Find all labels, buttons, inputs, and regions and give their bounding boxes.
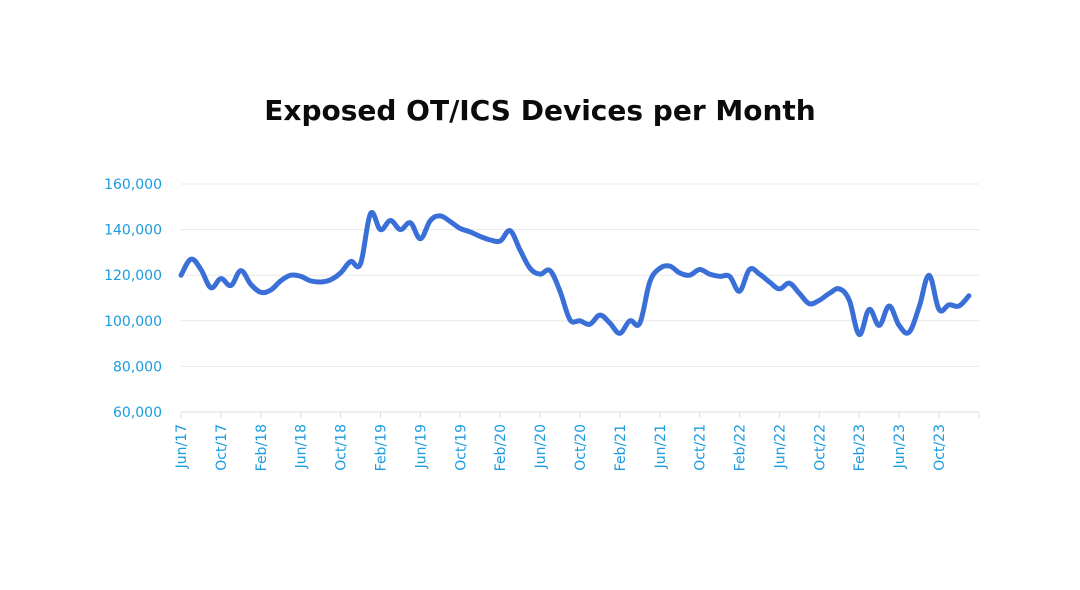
x-tick-label: Oct/19 xyxy=(453,424,469,471)
x-tick-label: Jun/21 xyxy=(653,424,669,469)
y-tick-label: 100,000 xyxy=(104,314,162,330)
y-axis-ticks: 160,000 140,000 120,000 100,000 80,000 60,000 xyxy=(104,177,162,421)
y-tick-label: 120,000 xyxy=(104,268,162,284)
y-tick-label: 160,000 xyxy=(104,177,162,193)
x-tick-label: Oct/23 xyxy=(932,424,948,471)
y-tick-label: 140,000 xyxy=(104,223,162,239)
y-tick-label: 60,000 xyxy=(113,405,162,421)
x-tick-label: Oct/18 xyxy=(334,424,350,471)
x-tick-label: Feb/18 xyxy=(254,424,270,471)
x-tick-label: Jun/19 xyxy=(413,424,429,469)
x-tick-label: Feb/19 xyxy=(373,424,389,471)
x-tick-label: Oct/20 xyxy=(573,424,589,471)
x-tick-label: Jun/23 xyxy=(892,424,908,469)
x-tick-label: Oct/21 xyxy=(693,424,709,471)
x-tick-label: Jun/20 xyxy=(533,424,549,469)
y-tick-label: 80,000 xyxy=(113,359,162,375)
x-tick-label: Jun/17 xyxy=(174,424,190,469)
x-tick-label: Feb/22 xyxy=(733,424,749,471)
x-axis-tick-labels: Jun/17 Oct/17 Feb/18 Jun/18 Oct/18 Feb/19 Jun/… xyxy=(174,424,948,471)
x-tick-label: Oct/22 xyxy=(812,424,828,471)
x-tick-label: Feb/23 xyxy=(852,424,868,471)
x-tick-label: Jun/22 xyxy=(772,424,788,469)
series-line xyxy=(178,209,972,338)
chart-title: Exposed OT/ICS Devices per Month xyxy=(264,94,816,127)
x-tick-label: Oct/17 xyxy=(214,424,230,471)
x-tick-label: Feb/20 xyxy=(493,424,509,471)
x-tick-label: Feb/21 xyxy=(613,424,629,471)
x-tick-label: Jun/18 xyxy=(294,424,310,469)
x-axis xyxy=(180,411,980,418)
